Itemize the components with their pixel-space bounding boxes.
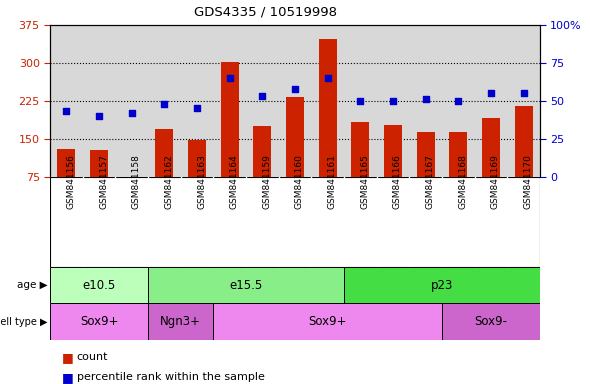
Bar <box>148 267 344 303</box>
Point <box>356 98 365 104</box>
Text: age ▶: age ▶ <box>17 280 47 290</box>
Bar <box>221 62 239 177</box>
Text: GSM841166: GSM841166 <box>393 154 402 209</box>
Point <box>454 98 463 104</box>
Bar <box>214 303 442 340</box>
Bar <box>155 129 173 177</box>
Bar <box>148 303 214 340</box>
Bar <box>442 303 540 340</box>
Bar <box>319 39 337 177</box>
Bar <box>344 267 540 303</box>
Text: GSM841156: GSM841156 <box>67 154 76 209</box>
Text: Sox9-: Sox9- <box>474 315 507 328</box>
Bar <box>384 124 402 177</box>
Text: GSM841162: GSM841162 <box>165 154 173 209</box>
Bar <box>514 106 533 177</box>
Bar <box>286 97 304 177</box>
Text: GSM841167: GSM841167 <box>425 154 435 209</box>
Text: GSM841160: GSM841160 <box>295 154 304 209</box>
Bar <box>253 126 271 177</box>
Text: GSM841163: GSM841163 <box>197 154 206 209</box>
Point <box>94 113 104 119</box>
Text: Ngn3+: Ngn3+ <box>160 315 201 328</box>
Text: ■: ■ <box>62 371 74 384</box>
Text: Sox9+: Sox9+ <box>80 315 119 328</box>
Bar <box>57 149 76 177</box>
Text: GSM841170: GSM841170 <box>523 154 533 209</box>
Text: GSM841157: GSM841157 <box>99 154 108 209</box>
Bar <box>417 132 435 177</box>
Bar <box>90 150 108 177</box>
Bar <box>449 132 467 177</box>
Bar <box>351 122 369 177</box>
Text: e10.5: e10.5 <box>83 279 116 291</box>
Point <box>388 98 398 104</box>
Text: GSM841158: GSM841158 <box>132 154 141 209</box>
Point <box>192 105 202 111</box>
Bar <box>188 140 206 177</box>
Text: cell type ▶: cell type ▶ <box>0 316 47 327</box>
Text: GSM841168: GSM841168 <box>458 154 467 209</box>
Point <box>421 96 430 103</box>
Text: GSM841165: GSM841165 <box>360 154 369 209</box>
Bar <box>50 177 540 267</box>
Text: GSM841164: GSM841164 <box>230 154 239 209</box>
Point <box>225 75 234 81</box>
Text: p23: p23 <box>431 279 453 291</box>
Text: GSM841159: GSM841159 <box>263 154 271 209</box>
Text: e15.5: e15.5 <box>230 279 263 291</box>
Point <box>127 110 136 116</box>
Point <box>290 86 300 92</box>
Text: GSM841169: GSM841169 <box>491 154 500 209</box>
Point <box>323 75 332 81</box>
Text: count: count <box>77 352 108 362</box>
Point <box>160 101 169 107</box>
Bar <box>482 119 500 177</box>
Point <box>486 90 496 96</box>
Text: ■: ■ <box>62 351 74 364</box>
Bar <box>50 267 148 303</box>
Text: GSM841161: GSM841161 <box>327 154 337 209</box>
Text: Sox9+: Sox9+ <box>309 315 347 328</box>
Point <box>519 90 528 96</box>
Point <box>62 108 71 114</box>
Text: percentile rank within the sample: percentile rank within the sample <box>77 372 264 382</box>
Bar <box>50 303 148 340</box>
Text: GDS4335 / 10519998: GDS4335 / 10519998 <box>194 6 337 19</box>
Point <box>258 93 267 99</box>
